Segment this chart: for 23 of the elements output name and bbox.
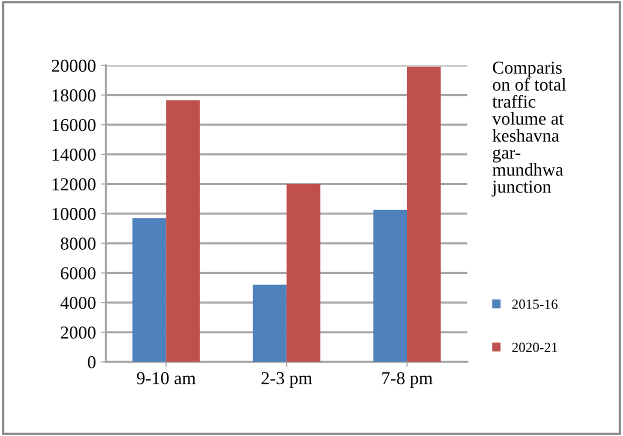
y-tick-label: 4000 [60, 296, 96, 310]
bar [286, 184, 320, 362]
y-tick-label: 16000 [52, 118, 96, 132]
legend-label: 2015-16 [512, 300, 558, 309]
y-tick-label: 6000 [60, 267, 96, 280]
y-tick-label: 14000 [52, 148, 96, 161]
bar [166, 100, 200, 362]
x-tick-label: 9-10 am [136, 372, 196, 384]
y-tick-label: 20000 [52, 60, 96, 72]
text: Comparis on of total traffic volume at keshavna gar- mundhwa junction [492, 62, 566, 196]
y-tick-label: 10000 [52, 208, 96, 220]
bar [407, 66, 441, 362]
y-tick-label: 2000 [60, 326, 96, 339]
x-tick-label: 2-3 pm [262, 372, 312, 388]
y-tick-label: 8000 [60, 238, 96, 250]
bar [252, 284, 287, 362]
y-tick-label: 18000 [52, 89, 96, 102]
y-tick-label: 12000 [52, 178, 96, 190]
bar [132, 218, 166, 362]
y-tick-label: 0 [88, 356, 96, 368]
legend-label: 2020-21 [512, 342, 558, 352]
x-tick-label: 7-8 pm [382, 372, 433, 388]
bar [373, 210, 408, 362]
